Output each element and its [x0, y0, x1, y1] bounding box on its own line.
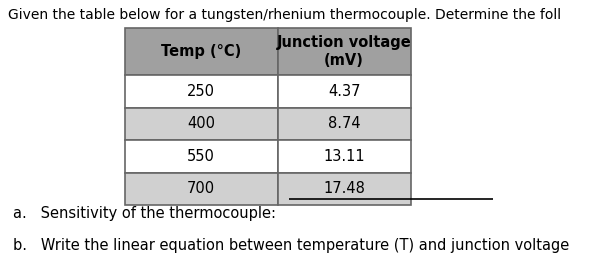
Text: 17.48: 17.48 [323, 181, 365, 196]
Text: Temp (°C): Temp (°C) [161, 44, 241, 59]
Text: Junction voltage
(mV): Junction voltage (mV) [277, 35, 412, 68]
Text: 8.74: 8.74 [328, 116, 361, 132]
Text: 4.37: 4.37 [328, 84, 361, 99]
Text: Given the table below for a tungsten/rhenium thermocouple. Determine the foll: Given the table below for a tungsten/rhe… [8, 8, 561, 22]
Text: 700: 700 [187, 181, 215, 196]
Text: 550: 550 [187, 149, 215, 164]
Text: 13.11: 13.11 [323, 149, 365, 164]
Text: 250: 250 [187, 84, 215, 99]
Text: b.   Write the linear equation between temperature (T) and junction voltage: b. Write the linear equation between tem… [13, 238, 569, 253]
Text: 400: 400 [187, 116, 215, 132]
Text: a.   Sensitivity of the thermocouple:: a. Sensitivity of the thermocouple: [13, 206, 276, 222]
